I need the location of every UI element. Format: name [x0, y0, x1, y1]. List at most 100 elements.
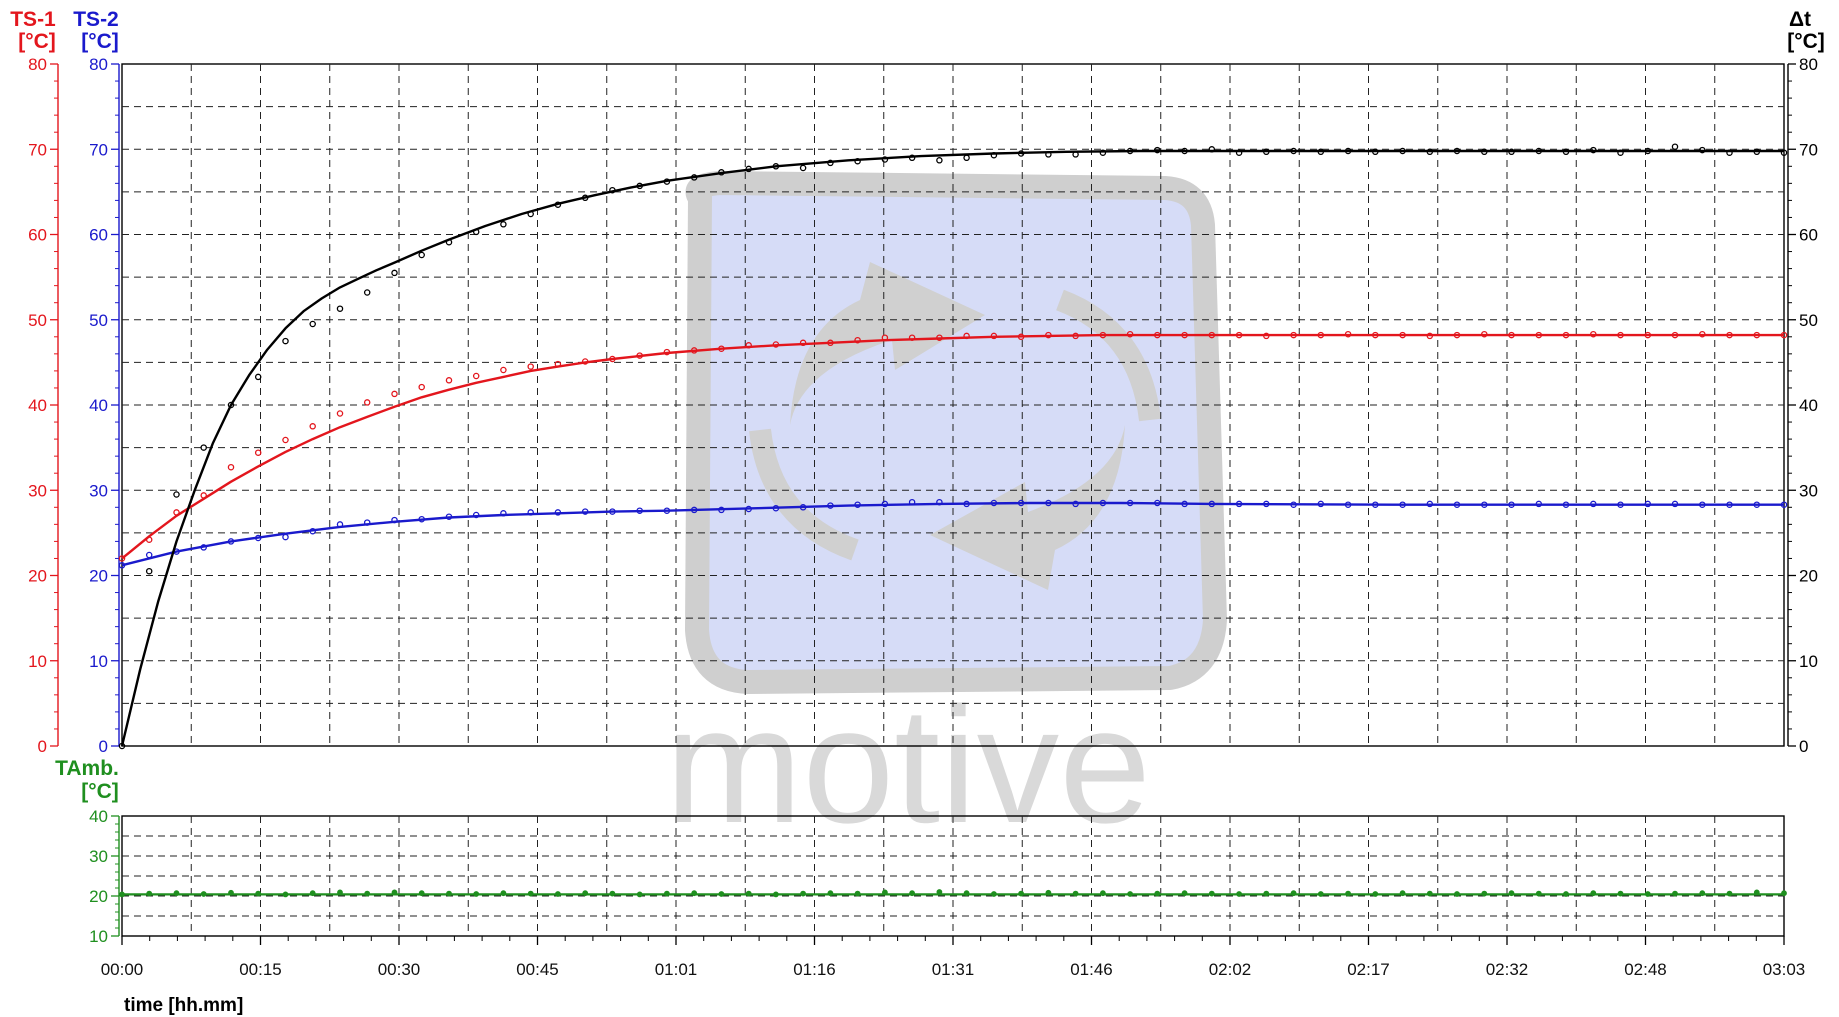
tamb-data-point	[1426, 890, 1433, 897]
dt-data-point	[173, 491, 180, 498]
dt-data-point	[1344, 147, 1352, 155]
tamb-data-point	[909, 890, 915, 897]
dt-data-point	[282, 337, 289, 345]
ts2-data-point	[200, 544, 207, 551]
dt-data-point	[1372, 148, 1379, 156]
tamb-data-point	[1018, 890, 1024, 897]
ts2-data-point	[1644, 500, 1652, 508]
ts1-data-point	[1154, 331, 1161, 339]
tamb-data-point	[800, 890, 806, 897]
dt-data-point	[990, 151, 998, 159]
tamb-data-point	[200, 891, 207, 897]
x-tick-label: 00:45	[516, 960, 559, 979]
ts1-data-point	[1045, 331, 1052, 339]
ts2-data-point	[718, 506, 725, 514]
dt-data-point	[527, 210, 534, 218]
ts2-axis-title: TS-2	[73, 8, 119, 31]
tamb-axis-title: TAmb.	[55, 757, 119, 780]
tamb-data-point	[664, 890, 670, 897]
ts1-data-point	[200, 492, 207, 499]
dt-data-point	[391, 269, 398, 277]
ts1-data-point	[718, 345, 725, 352]
ts2-data-point	[1317, 500, 1325, 508]
ts2-data-point	[1590, 500, 1597, 508]
x-tick-label: 00:30	[378, 960, 421, 979]
ts2-data-point	[609, 508, 616, 515]
tamb-data-point	[691, 890, 698, 897]
tamb-data-point	[1072, 890, 1079, 897]
ts1-data-point	[827, 339, 834, 347]
ts2-axis-ticks: 0 10 20 30 40 50 60 70 80	[89, 55, 119, 756]
dt-data-point	[609, 186, 616, 194]
tamb-data-point	[854, 890, 861, 897]
dt-tick-label: 40	[1799, 396, 1818, 415]
ts2-data-point	[254, 534, 262, 542]
ts1-data-point	[1590, 330, 1597, 338]
ts1-data-point	[418, 383, 425, 391]
ts1-tick-label: 60	[28, 226, 47, 245]
tamb-tick-label: 10	[89, 927, 108, 946]
tamb-data-point	[1617, 890, 1624, 897]
x-tick-label: 03:03	[1763, 960, 1806, 979]
tamb-data-point	[1753, 889, 1760, 896]
dt-data-point	[1426, 148, 1434, 156]
tamb-data-point	[882, 889, 888, 896]
tamb-data-point	[936, 889, 943, 895]
ts2-data-point	[118, 562, 126, 569]
ts2-data-point	[336, 521, 344, 528]
ts1-tick-label: 50	[28, 311, 47, 330]
ts1-tick-label: 0	[38, 737, 47, 756]
ts1-data-point	[690, 347, 698, 354]
ts1-data-point	[881, 334, 889, 341]
ts2-data-point	[1181, 500, 1188, 508]
ts1-tick-label: 10	[28, 652, 47, 671]
dt-data-point	[1072, 151, 1079, 158]
ts2-data-point	[1671, 500, 1679, 508]
ts2-tick-label: 30	[89, 481, 108, 500]
x-tick-label: 02:48	[1624, 960, 1667, 979]
ts1-data-point	[1072, 332, 1079, 340]
ts1-data-point	[145, 536, 153, 543]
ts1-data-point	[363, 399, 371, 406]
ts2-data-point	[1045, 499, 1052, 507]
ts1-tick-label: 30	[28, 481, 47, 500]
dt-data-point	[1481, 148, 1488, 156]
ts2-data-point	[472, 511, 480, 519]
dt-tick-label: 50	[1799, 311, 1818, 330]
tamb-data-point	[146, 890, 153, 897]
ts1-data-point	[936, 334, 943, 341]
ts1-tick-label: 70	[28, 140, 47, 159]
ts2-data-point	[145, 551, 153, 559]
tamb-data-point	[636, 891, 643, 898]
ts2-data-point	[827, 502, 834, 509]
ts2-data-point	[1017, 499, 1025, 507]
x-tick-label: 00:00	[101, 960, 144, 979]
ts1-data-point	[609, 355, 616, 363]
x-tick-label: 02:32	[1486, 960, 1529, 979]
dt-data-point	[1590, 146, 1597, 154]
tamb-data-point	[255, 890, 262, 897]
tamb-data-point	[473, 891, 480, 897]
ts1-fit-line	[121, 333, 1784, 560]
ts2-tick-label: 50	[89, 311, 108, 330]
dt-data-point	[772, 163, 780, 170]
ts1-data-point	[663, 348, 671, 356]
tamb-data-point	[827, 890, 834, 897]
ts1-data-point	[963, 332, 970, 340]
dt-data-point	[718, 169, 725, 176]
tamb-tick-label: 30	[89, 847, 108, 866]
ts1-data-point	[1780, 331, 1788, 339]
ts2-data-point	[1263, 500, 1270, 508]
ts1-data-point	[445, 377, 453, 384]
ts1-axis-ticks: 0 10 20 30 40 50 60 70 80	[28, 55, 58, 756]
ts1-tick-label: 40	[28, 396, 47, 415]
ts1-data-point	[908, 334, 916, 341]
dt-data-point	[309, 320, 316, 328]
ts1-data-point	[336, 410, 344, 417]
ts2-data-point	[690, 506, 698, 514]
dt-data-point	[227, 401, 235, 409]
tamb-data-point	[391, 889, 398, 896]
ts1-data-point	[1372, 331, 1379, 339]
tamb-data-point	[991, 891, 997, 897]
